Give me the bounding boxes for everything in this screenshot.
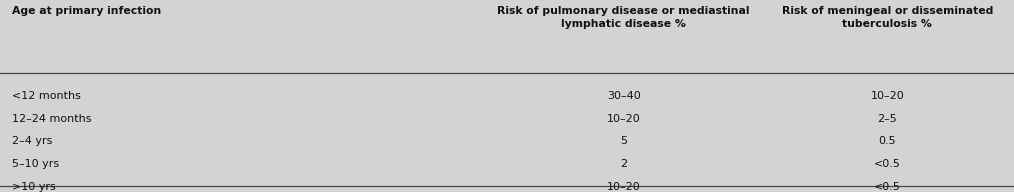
Text: <0.5: <0.5 xyxy=(874,182,900,192)
Text: <12 months: <12 months xyxy=(12,91,81,101)
Text: 2–4 yrs: 2–4 yrs xyxy=(12,136,53,146)
Text: 30–40: 30–40 xyxy=(606,91,641,101)
Text: 12–24 months: 12–24 months xyxy=(12,114,91,124)
Text: Age at primary infection: Age at primary infection xyxy=(12,6,161,16)
Text: >10 yrs: >10 yrs xyxy=(12,182,56,192)
Text: 10–20: 10–20 xyxy=(606,182,641,192)
Text: 10–20: 10–20 xyxy=(606,114,641,124)
Text: 0.5: 0.5 xyxy=(878,136,896,146)
Text: <0.5: <0.5 xyxy=(874,159,900,169)
Text: Risk of meningeal or disseminated
tuberculosis %: Risk of meningeal or disseminated tuberc… xyxy=(782,6,993,29)
Text: Risk of pulmonary disease or mediastinal
lymphatic disease %: Risk of pulmonary disease or mediastinal… xyxy=(497,6,750,29)
Text: 10–20: 10–20 xyxy=(870,91,904,101)
Text: 2: 2 xyxy=(620,159,628,169)
Text: 2–5: 2–5 xyxy=(877,114,897,124)
Text: 5: 5 xyxy=(621,136,627,146)
Text: 5–10 yrs: 5–10 yrs xyxy=(12,159,59,169)
